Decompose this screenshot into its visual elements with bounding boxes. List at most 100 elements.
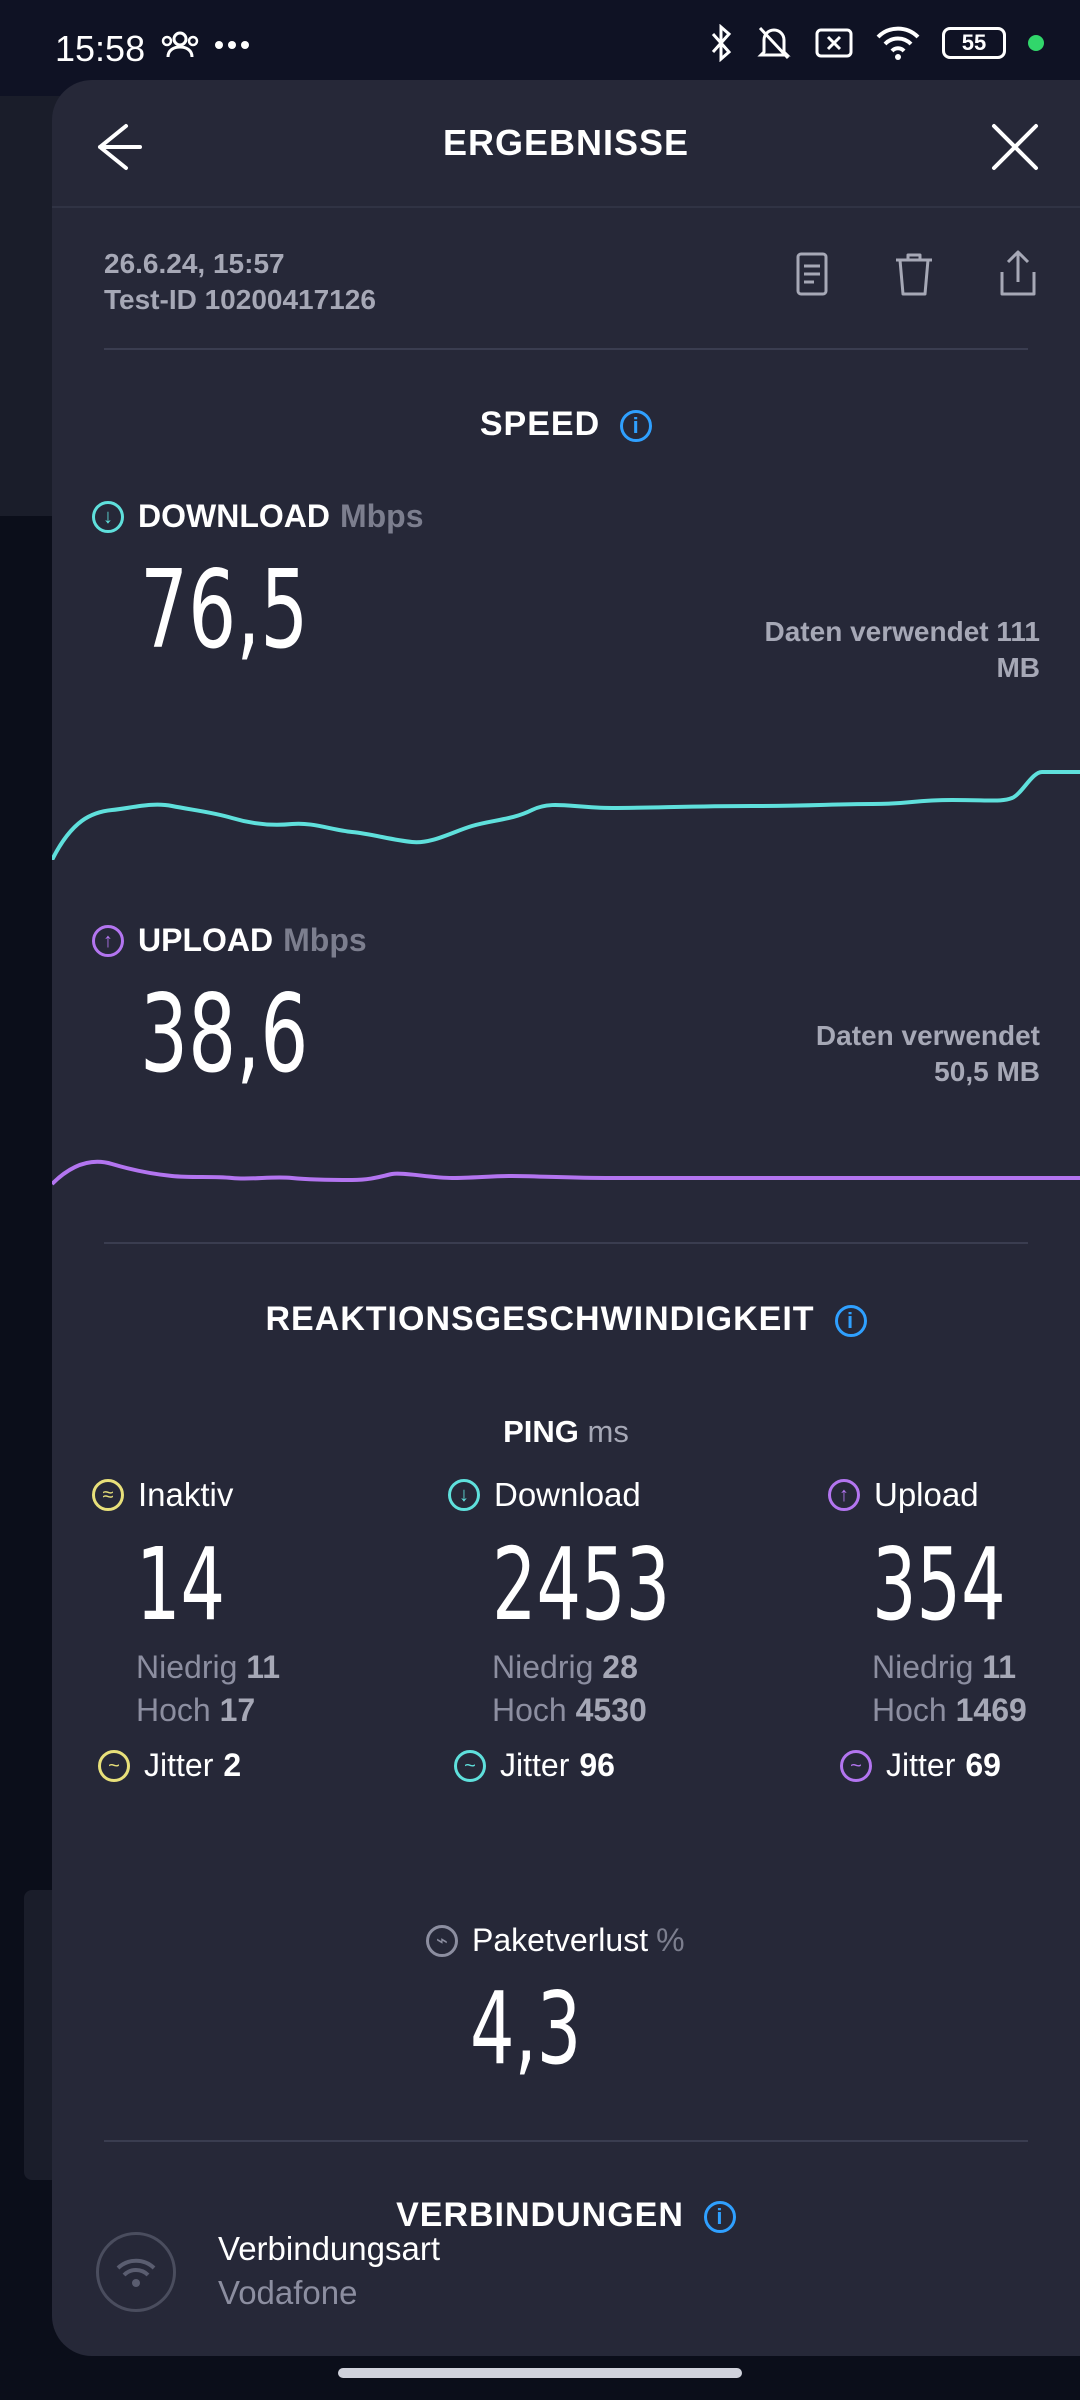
test-id: Test-ID 10200417126 (104, 284, 376, 315)
ping-download-high-label: Hoch (492, 1692, 567, 1728)
ping-download-high-value: 4530 (575, 1692, 647, 1728)
ping-download-low: Niedrig 28 (492, 1649, 748, 1686)
download-value: 76,5 (140, 548, 309, 673)
jitter-idle-value: 2 (223, 1747, 242, 1783)
jitter-idle: ~ Jitter 2 (92, 1747, 392, 1784)
upload-used-line1: Daten verwendet (815, 1020, 1040, 1051)
download-arrow-icon: ↓ (92, 500, 124, 533)
background-panel (0, 96, 60, 516)
connections-title-text: VERBINDUNGEN (396, 2196, 684, 2234)
download-line (52, 770, 1080, 860)
ping-idle-low: Niedrig 11 (136, 1649, 392, 1686)
ping-idle-value: 14 (136, 1526, 226, 1643)
test-date: 26.6.24, 15:57 (104, 248, 285, 279)
upload-line (52, 1159, 1080, 1186)
ping-download-low-value: 28 (602, 1649, 638, 1685)
info-icon[interactable]: i (620, 410, 653, 443)
connection-type-label: Verbindungsart (218, 2230, 440, 2267)
ping-download-low-label: Niedrig (492, 1649, 594, 1685)
ping-upload-high-label: Hoch (872, 1692, 947, 1728)
ping-idle-low-value: 11 (246, 1649, 281, 1685)
download-label-text: DOWNLOAD (138, 498, 330, 534)
status-left-icons (160, 30, 250, 60)
upload-chart (52, 1159, 1080, 1186)
idle-icon: ≈ (92, 1479, 124, 1511)
upload-value: 38,6 (140, 972, 309, 1097)
divider (104, 2140, 1028, 2142)
connection-type-value: Vodafone (218, 2274, 358, 2311)
bluetooth-icon (711, 24, 732, 62)
jitter-idle-label: Jitter (144, 1747, 214, 1783)
packet-loss-label: ⌁ Paketverlust % (426, 1922, 685, 1959)
ping-label: PING (503, 1414, 579, 1449)
download-chart (52, 770, 1080, 860)
trash-icon[interactable] (884, 244, 944, 304)
ping-idle-head: ≈ Inaktiv (92, 1476, 392, 1514)
ping-download-value: 2453 (492, 1526, 671, 1643)
ping-idle-high-label: Hoch (136, 1692, 211, 1728)
ping-download-head: ↓ Download (448, 1476, 748, 1514)
ping-download-label: Download (494, 1476, 641, 1513)
ping-upload-details: 354 Niedrig 11 Hoch 1469 (828, 1526, 1078, 1729)
ping-upload-head: ↑ Upload (828, 1476, 1078, 1514)
download-label: ↓ DOWNLOAD Mbps (92, 498, 424, 535)
wifi-icon (876, 26, 920, 60)
upload-arrow-icon: ↑ (92, 924, 124, 957)
speed-title-text: SPEED (479, 405, 601, 443)
ping-upload-high: Hoch 1469 (872, 1692, 1078, 1729)
connection-wifi-badge (96, 2232, 176, 2312)
ping-upload-low: Niedrig 11 (872, 1649, 1078, 1686)
share-icon[interactable] (988, 244, 1048, 304)
document-icon[interactable] (782, 244, 842, 304)
jitter-icon: ~ (840, 1749, 872, 1782)
ping-download: ↓ Download 2453 Niedrig 28 Hoch 4530 ~ Jit… (448, 1476, 748, 1784)
ping-unit: ms (587, 1414, 629, 1449)
ping-idle-details: 14 Niedrig 11 Hoch 17 (92, 1526, 392, 1729)
jitter-icon: ~ (454, 1749, 486, 1782)
ping-upload: ↑ Upload 354 Niedrig 11 Hoch 1469 ~ Jitter… (828, 1476, 1078, 1784)
upload-used-line2: 50,5 MB (934, 1056, 1040, 1087)
page-title: ERGEBNISSE (442, 122, 690, 163)
ping-header: PING ms (52, 1414, 1080, 1450)
info-icon[interactable]: i (834, 1305, 867, 1338)
info-icon[interactable]: i (703, 2201, 736, 2234)
ping-idle-low-label: Niedrig (136, 1649, 238, 1685)
jitter-download-label: Jitter (500, 1747, 570, 1783)
ping-idle-high-value: 17 (219, 1692, 256, 1728)
ping-upload-high-value: 1469 (955, 1692, 1027, 1728)
status-right-icons: 55 (710, 24, 1044, 62)
upload-label-text: UPLOAD (138, 922, 274, 958)
jitter-upload-label: Jitter (886, 1747, 956, 1783)
home-indicator[interactable] (338, 2368, 742, 2378)
upload-label: ↑ UPLOAD Mbps (92, 922, 367, 959)
jitter-download: ~ Jitter 96 (448, 1747, 748, 1784)
packet-loss-icon: ⌁ (426, 1924, 458, 1957)
status-time: 15:58 (55, 28, 146, 69)
jitter-icon: ~ (98, 1749, 130, 1782)
packet-loss-value: 4,3 (470, 1970, 582, 2087)
download-used-line2: MB (996, 652, 1040, 683)
ping-download-details: 2453 Niedrig 28 Hoch 4530 (448, 1526, 748, 1729)
jitter-upload-value: 69 (965, 1747, 1001, 1783)
header: ERGEBNISSE (52, 80, 1080, 208)
upload-data-used: Daten verwendet 50,5 MB (816, 1018, 1040, 1090)
bell-muted-icon (757, 26, 791, 60)
close-icon[interactable] (980, 112, 1050, 182)
responsiveness-section-title: REAKTIONSGESCHWINDIGKEIT i (52, 1300, 1080, 1339)
battery-icon: 55 (942, 27, 1006, 59)
download-used-line1: Daten verwendet 111 (764, 616, 1040, 647)
back-arrow-icon[interactable] (82, 112, 152, 182)
jitter-upload: ~ Jitter 69 (828, 1747, 1078, 1784)
download-unit: Mbps (339, 498, 424, 534)
wifi-icon (116, 2258, 156, 2287)
jitter-download-value: 96 (579, 1747, 615, 1783)
responsiveness-title-text: REAKTIONSGESCHWINDIGKEIT (265, 1300, 815, 1338)
speed-section-title: SPEED i (52, 405, 1080, 444)
ping-upload-value: 354 (872, 1526, 1006, 1643)
ping-idle-high: Hoch 17 (136, 1692, 392, 1729)
upload-unit: Mbps (283, 922, 367, 958)
divider (104, 1242, 1028, 1244)
upload-arrow-icon: ↑ (828, 1479, 860, 1511)
connections-section-title: VERBINDUNGEN i (52, 2196, 1080, 2235)
packet-loss-unit: % (656, 1922, 685, 1958)
